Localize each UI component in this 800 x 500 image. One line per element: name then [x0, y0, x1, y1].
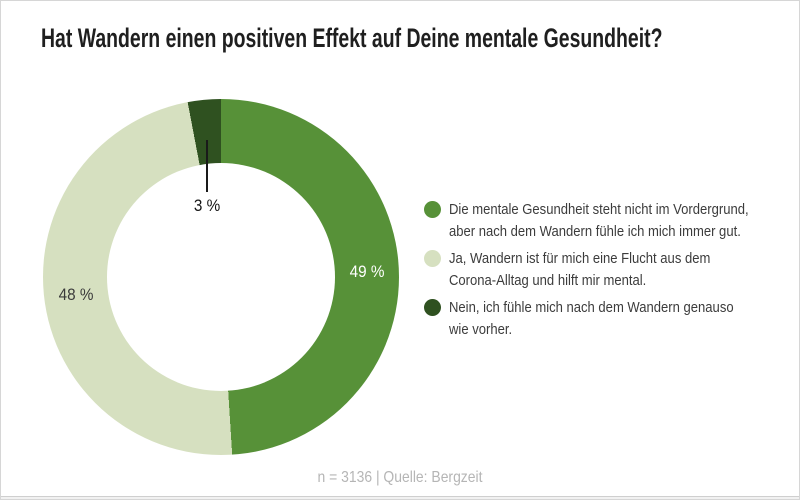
legend: Die mentale Gesundheit steht nicht im Vo…: [424, 199, 794, 346]
legend-label-line: Ja, Wandern ist für mich eine Flucht aus…: [449, 250, 711, 267]
legend-dot-0: [424, 201, 441, 218]
slice-label-1: 48 %: [58, 285, 94, 305]
legend-item: Ja, Wandern ist für mich eine Flucht aus…: [424, 248, 794, 291]
card-bottom-edge: [1, 496, 799, 499]
legend-item: Die mentale Gesundheit steht nicht im Vo…: [424, 199, 794, 242]
slice-label-0: 49 %: [349, 262, 385, 282]
donut-chart: 49 % 48 % 3 %: [43, 99, 399, 455]
source-note: n = 3136 | Quelle: Bergzeit: [317, 469, 483, 486]
legend-label: Ja, Wandern ist für mich eine Flucht aus…: [449, 248, 710, 291]
legend-label-line: Corona-Alltag und hilft mir mental.: [449, 271, 647, 289]
legend-label: Nein, ich fühle mich nach dem Wandern ge…: [449, 297, 734, 340]
legend-label: Die mentale Gesundheit steht nicht im Vo…: [449, 199, 749, 242]
slice-label-2: 3 %: [194, 195, 221, 215]
legend-item: Nein, ich fühle mich nach dem Wandern ge…: [424, 297, 794, 340]
legend-label-line: Nein, ich fühle mich nach dem Wandern ge…: [449, 299, 734, 316]
donut-hole: [107, 163, 335, 391]
legend-dot-2: [424, 299, 441, 316]
legend-label-line: Die mentale Gesundheit steht nicht im Vo…: [449, 201, 749, 218]
callout-line: [206, 139, 209, 192]
legend-dot-1: [424, 250, 441, 267]
page-title: Hat Wandern einen positiven Effekt auf D…: [41, 23, 663, 53]
legend-label-line: wie vorher.: [449, 320, 513, 338]
legend-label-line: aber nach dem Wandern fühle ich mich imm…: [449, 222, 741, 240]
